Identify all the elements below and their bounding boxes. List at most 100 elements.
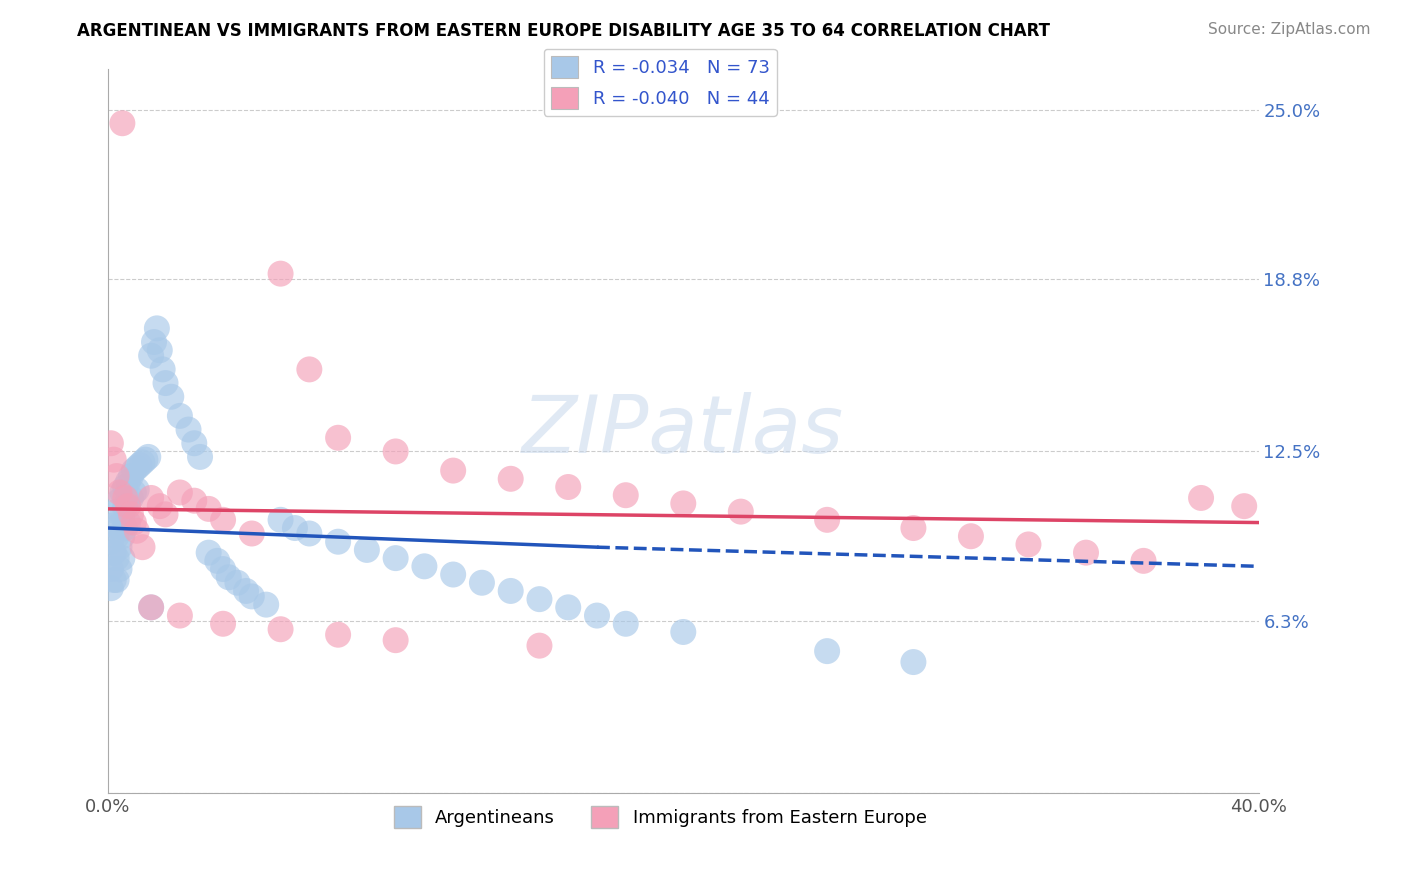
Point bbox=[169, 485, 191, 500]
Point bbox=[240, 590, 263, 604]
Point bbox=[254, 598, 277, 612]
Point bbox=[139, 349, 162, 363]
Point bbox=[218, 570, 240, 584]
Point bbox=[134, 452, 156, 467]
Point bbox=[108, 562, 131, 576]
Legend: Argentineans, Immigrants from Eastern Europe: Argentineans, Immigrants from Eastern Eu… bbox=[387, 798, 934, 835]
Point bbox=[183, 493, 205, 508]
Point bbox=[108, 540, 131, 554]
Point bbox=[108, 518, 131, 533]
Point bbox=[326, 431, 349, 445]
Point bbox=[1233, 499, 1256, 513]
Point bbox=[105, 505, 128, 519]
Point bbox=[120, 491, 142, 505]
Point bbox=[586, 608, 609, 623]
Point bbox=[169, 608, 191, 623]
Point bbox=[384, 444, 406, 458]
Point bbox=[114, 499, 136, 513]
Text: Source: ZipAtlas.com: Source: ZipAtlas.com bbox=[1208, 22, 1371, 37]
Point bbox=[155, 508, 177, 522]
Point bbox=[100, 534, 122, 549]
Point bbox=[160, 390, 183, 404]
Point bbox=[103, 518, 125, 533]
Point bbox=[183, 436, 205, 450]
Text: ARGENTINEAN VS IMMIGRANTS FROM EASTERN EUROPE DISABILITY AGE 35 TO 64 CORRELATIO: ARGENTINEAN VS IMMIGRANTS FROM EASTERN E… bbox=[77, 22, 1050, 40]
Point bbox=[111, 529, 134, 543]
Point bbox=[672, 496, 695, 510]
Point bbox=[111, 508, 134, 522]
Point bbox=[117, 499, 139, 513]
Point bbox=[903, 521, 925, 535]
Point bbox=[1132, 554, 1154, 568]
Text: ZIPatlas: ZIPatlas bbox=[522, 392, 845, 470]
Point bbox=[105, 529, 128, 543]
Point bbox=[122, 516, 145, 530]
Point bbox=[108, 485, 131, 500]
Point bbox=[114, 521, 136, 535]
Point bbox=[384, 633, 406, 648]
Point bbox=[471, 575, 494, 590]
Point bbox=[139, 600, 162, 615]
Point bbox=[1189, 491, 1212, 505]
Point bbox=[326, 628, 349, 642]
Point bbox=[235, 583, 257, 598]
Point bbox=[125, 524, 148, 538]
Point bbox=[441, 567, 464, 582]
Point bbox=[103, 452, 125, 467]
Point bbox=[103, 573, 125, 587]
Point bbox=[111, 485, 134, 500]
Point bbox=[226, 575, 249, 590]
Point bbox=[212, 513, 235, 527]
Point bbox=[108, 493, 131, 508]
Point bbox=[143, 334, 166, 349]
Point bbox=[103, 546, 125, 560]
Point bbox=[111, 116, 134, 130]
Point bbox=[117, 475, 139, 489]
Point bbox=[114, 491, 136, 505]
Point bbox=[614, 488, 637, 502]
Point bbox=[270, 267, 292, 281]
Point bbox=[105, 469, 128, 483]
Point bbox=[270, 622, 292, 636]
Point bbox=[207, 554, 229, 568]
Point bbox=[120, 469, 142, 483]
Point bbox=[356, 542, 378, 557]
Point bbox=[197, 546, 219, 560]
Point bbox=[815, 644, 838, 658]
Point bbox=[614, 616, 637, 631]
Point bbox=[120, 508, 142, 522]
Point bbox=[131, 455, 153, 469]
Point bbox=[903, 655, 925, 669]
Point bbox=[557, 480, 579, 494]
Point bbox=[298, 362, 321, 376]
Point bbox=[177, 423, 200, 437]
Point bbox=[155, 376, 177, 390]
Point bbox=[529, 592, 551, 607]
Point bbox=[240, 526, 263, 541]
Point bbox=[188, 450, 211, 464]
Point bbox=[139, 600, 162, 615]
Point bbox=[557, 600, 579, 615]
Point bbox=[529, 639, 551, 653]
Point bbox=[413, 559, 436, 574]
Point bbox=[197, 502, 219, 516]
Point bbox=[1074, 546, 1097, 560]
Point bbox=[100, 562, 122, 576]
Point bbox=[169, 409, 191, 423]
Point bbox=[730, 505, 752, 519]
Point bbox=[284, 521, 307, 535]
Point bbox=[105, 573, 128, 587]
Point bbox=[117, 516, 139, 530]
Point bbox=[128, 458, 150, 472]
Point bbox=[111, 551, 134, 566]
Point bbox=[1017, 537, 1039, 551]
Point bbox=[152, 362, 174, 376]
Point bbox=[114, 480, 136, 494]
Point bbox=[122, 485, 145, 500]
Point bbox=[815, 513, 838, 527]
Point bbox=[270, 513, 292, 527]
Point bbox=[125, 461, 148, 475]
Point bbox=[441, 464, 464, 478]
Point bbox=[149, 343, 172, 358]
Point bbox=[117, 493, 139, 508]
